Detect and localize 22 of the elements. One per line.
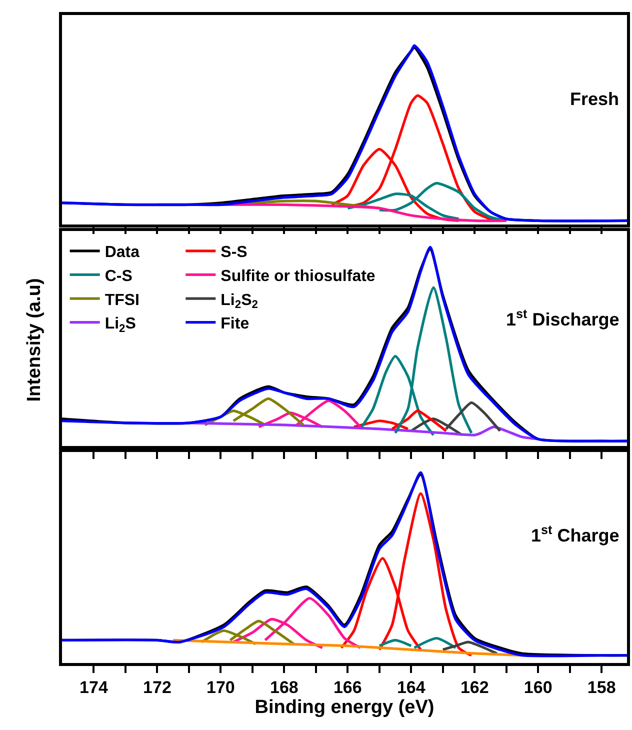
y-axis-title: Intensity (a.u) xyxy=(24,278,46,402)
x-tick-label: 162 xyxy=(460,678,489,698)
annotation: 1$^{st}$ Charge xyxy=(531,523,620,546)
annotation: Fresh xyxy=(570,89,620,109)
x-tick-label: 166 xyxy=(333,678,362,698)
legend-label: Fite xyxy=(220,316,250,333)
x-axis-title: Binding energy (eV) xyxy=(254,697,434,718)
x-tick-label: 174 xyxy=(80,678,108,698)
legend-label: Li$_{2}$S xyxy=(104,316,136,335)
legend-label: C-S xyxy=(104,268,133,285)
x-tick-label: 170 xyxy=(206,678,235,698)
legend-label: Li$_{2}$S$_{2}$ xyxy=(220,292,258,312)
legend-label: S-S xyxy=(220,244,248,262)
x-tick-label: 168 xyxy=(270,678,298,698)
legend-label: Sulfite or thiosulfate xyxy=(220,268,376,285)
legend-label: TFSI xyxy=(104,292,140,309)
x-tick-label: 158 xyxy=(587,678,616,698)
x-tick-label: 172 xyxy=(143,678,172,698)
x-tick-label: 164 xyxy=(396,678,426,698)
annotation: 1$^{st}$ Discharge xyxy=(506,307,620,330)
legend-label: Data xyxy=(104,244,140,262)
x-tick-label: 160 xyxy=(524,678,552,698)
